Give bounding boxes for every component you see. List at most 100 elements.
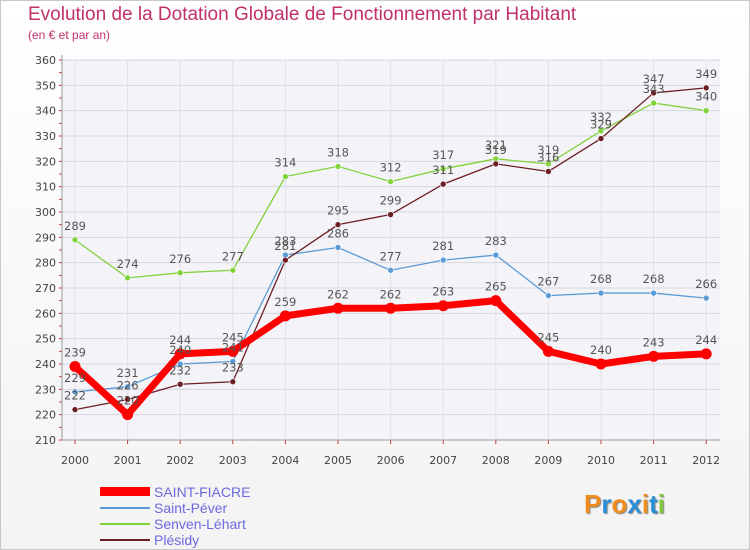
data-point	[71, 388, 79, 396]
x-tick-label: 2009	[534, 454, 562, 467]
y-tick-label: 260	[35, 307, 56, 320]
data-label: 276	[169, 252, 191, 266]
data-label: 281	[274, 239, 296, 253]
data-label: 241	[222, 340, 244, 354]
data-label: 283	[485, 234, 507, 248]
data-point	[69, 361, 81, 373]
data-point	[124, 383, 131, 391]
data-point	[71, 236, 79, 244]
data-point	[387, 178, 394, 185]
data-label: 347	[643, 72, 665, 86]
y-tick-label: 270	[35, 282, 56, 295]
data-point	[282, 173, 289, 180]
x-tick-label: 2003	[219, 454, 247, 467]
data-label: 243	[643, 335, 665, 349]
data-label: 266	[695, 277, 717, 291]
data-label: 240	[590, 343, 612, 357]
data-point	[439, 256, 447, 264]
data-point	[176, 380, 184, 388]
logo-letter: i	[657, 489, 665, 519]
data-label: 281	[432, 239, 454, 253]
logo-letter: i	[641, 489, 650, 519]
data-point	[650, 289, 657, 297]
legend-label: SAINT-FIACRE	[154, 484, 251, 500]
logo-letter: t	[649, 489, 658, 519]
data-label: 220	[117, 394, 139, 408]
x-tick-label: 2011	[640, 454, 668, 467]
y-tick-label: 240	[35, 358, 56, 371]
data-label: 340	[695, 90, 717, 104]
y-tick-label: 310	[35, 181, 56, 194]
data-point	[597, 127, 605, 135]
x-tick-label: 2001	[114, 454, 142, 467]
data-label: 277	[222, 249, 244, 263]
data-point	[439, 180, 447, 188]
data-label: 226	[117, 378, 139, 392]
data-label: 349	[695, 67, 717, 81]
data-label: 317	[432, 148, 454, 162]
data-point	[650, 99, 657, 107]
data-label: 263	[432, 285, 454, 299]
data-point	[545, 168, 552, 175]
data-label: 289	[64, 219, 86, 233]
data-point	[229, 266, 237, 274]
data-point	[229, 378, 237, 386]
data-label: 319	[485, 143, 507, 157]
data-label: 295	[327, 204, 349, 218]
data-point	[545, 292, 552, 299]
logo-letter: o	[611, 489, 628, 519]
data-point	[597, 135, 605, 142]
legend-swatch-saint-fiacre	[100, 487, 150, 496]
legend-label: Senven-Léhart	[154, 516, 246, 532]
legend-swatch-senven-lehart	[100, 523, 150, 525]
data-label: 222	[64, 389, 86, 403]
x-tick-label: 2002	[166, 454, 194, 467]
proxiti-logo: Proxiti	[584, 489, 665, 520]
data-point	[334, 163, 342, 170]
data-point	[492, 251, 500, 259]
y-tick-label: 250	[35, 333, 56, 346]
data-label: 319	[537, 143, 559, 157]
logo-letter: P	[584, 489, 602, 519]
data-point	[227, 345, 239, 357]
data-point	[282, 256, 289, 264]
data-label: 286	[327, 226, 349, 240]
data-point	[490, 295, 502, 307]
y-tick-label: 300	[35, 206, 56, 219]
data-point	[387, 211, 394, 218]
x-tick-label: 2000	[61, 454, 89, 467]
x-tick-label: 2010	[587, 454, 615, 467]
data-point	[648, 350, 660, 362]
y-tick-label: 330	[35, 130, 56, 143]
data-point	[229, 358, 237, 365]
data-label: 245	[222, 330, 244, 344]
legend-swatch-saint-pever	[100, 507, 150, 509]
data-label: 329	[590, 118, 612, 132]
data-point	[702, 84, 710, 92]
data-label: 277	[380, 249, 402, 263]
data-point	[176, 269, 184, 277]
data-label: 299	[380, 194, 402, 208]
data-point	[385, 302, 397, 314]
logo-letter: r	[601, 489, 612, 519]
x-tick-label: 2012	[692, 454, 720, 467]
data-point	[439, 165, 447, 173]
data-point	[702, 294, 710, 302]
data-point	[387, 266, 394, 274]
data-point	[700, 348, 712, 360]
data-label: 229	[64, 371, 86, 385]
data-label: 321	[485, 138, 507, 152]
data-point	[124, 274, 131, 282]
data-point	[124, 396, 131, 403]
data-label: 283	[274, 234, 296, 248]
data-label: 274	[117, 257, 139, 271]
data-label: 244	[169, 333, 191, 347]
data-point	[174, 348, 186, 360]
data-point	[492, 160, 500, 168]
data-label: 262	[380, 287, 402, 301]
data-label: 244	[695, 333, 717, 347]
logo-letter: x	[627, 489, 642, 519]
data-label: 314	[274, 156, 296, 170]
data-label: 268	[590, 272, 612, 286]
data-point	[279, 310, 291, 322]
